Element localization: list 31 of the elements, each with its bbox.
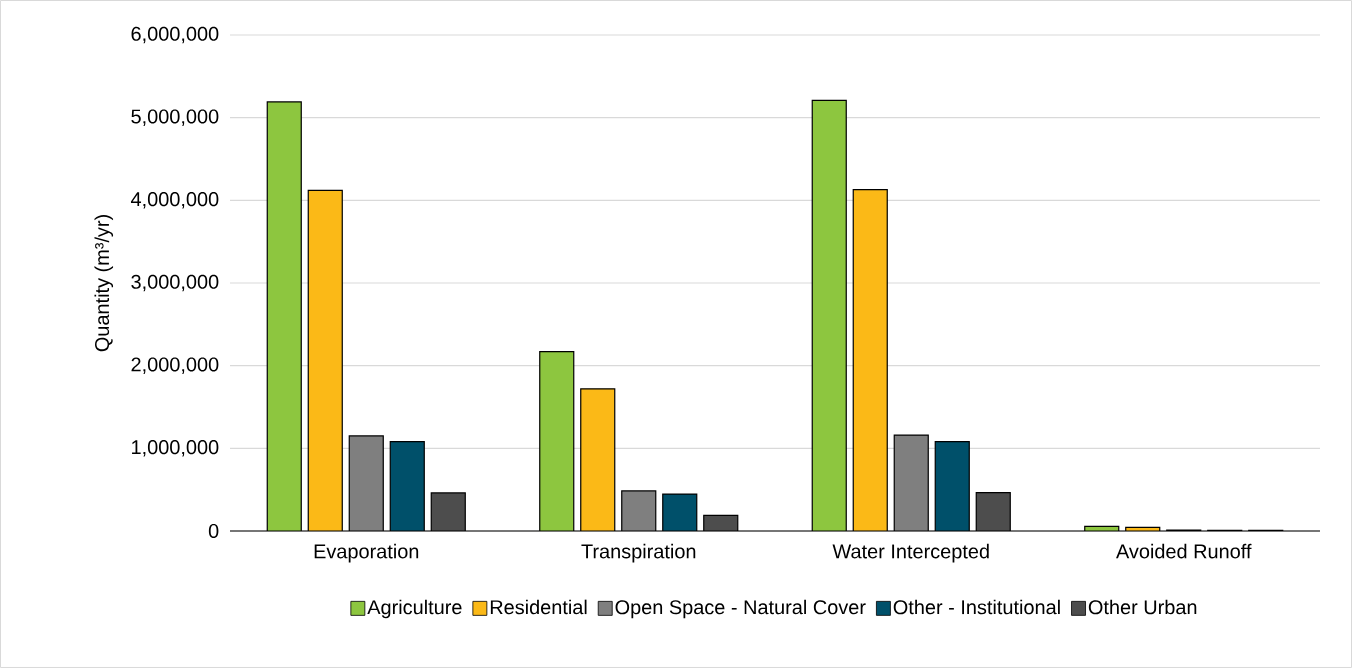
legend-label: Other Urban <box>1088 599 1197 615</box>
bar <box>431 492 466 531</box>
bar <box>812 100 847 531</box>
bar <box>621 490 656 531</box>
legend-label: Agriculture <box>367 599 462 619</box>
bar <box>853 189 888 531</box>
bar <box>539 351 574 531</box>
legend-label: Open Space - Natural Cover <box>615 599 866 619</box>
bar <box>580 388 615 531</box>
x-tick-label: Evaporation <box>314 543 419 563</box>
x-tick-label: Avoided Runoff <box>1116 543 1252 559</box>
legend-label: Residential <box>490 599 587 615</box>
y-tick-label: 6,000,000 <box>131 26 219 44</box>
bar <box>349 435 384 531</box>
y-tick-label: 2,000,000 <box>131 357 219 374</box>
bar <box>267 101 302 531</box>
y-axis-title: Quantity (m³/yr) <box>94 215 114 352</box>
y-tick-label: 1,000,000 <box>132 440 219 457</box>
x-tick-label: Water Intercepted <box>832 543 989 563</box>
bar <box>308 190 343 531</box>
x-tick-label: Transpiration <box>581 543 696 563</box>
bar <box>976 492 1011 531</box>
bar <box>935 441 970 531</box>
y-tick-label: 0 <box>208 523 219 539</box>
bar <box>662 494 697 531</box>
y-tick-label: 5,000,000 <box>131 109 219 126</box>
y-tick-label: 3,000,000 <box>131 274 219 292</box>
bar <box>390 441 425 531</box>
bar <box>894 435 929 531</box>
y-tick-label: 4,000,000 <box>130 192 219 209</box>
legend-label: Other - Institutional <box>893 599 1060 615</box>
